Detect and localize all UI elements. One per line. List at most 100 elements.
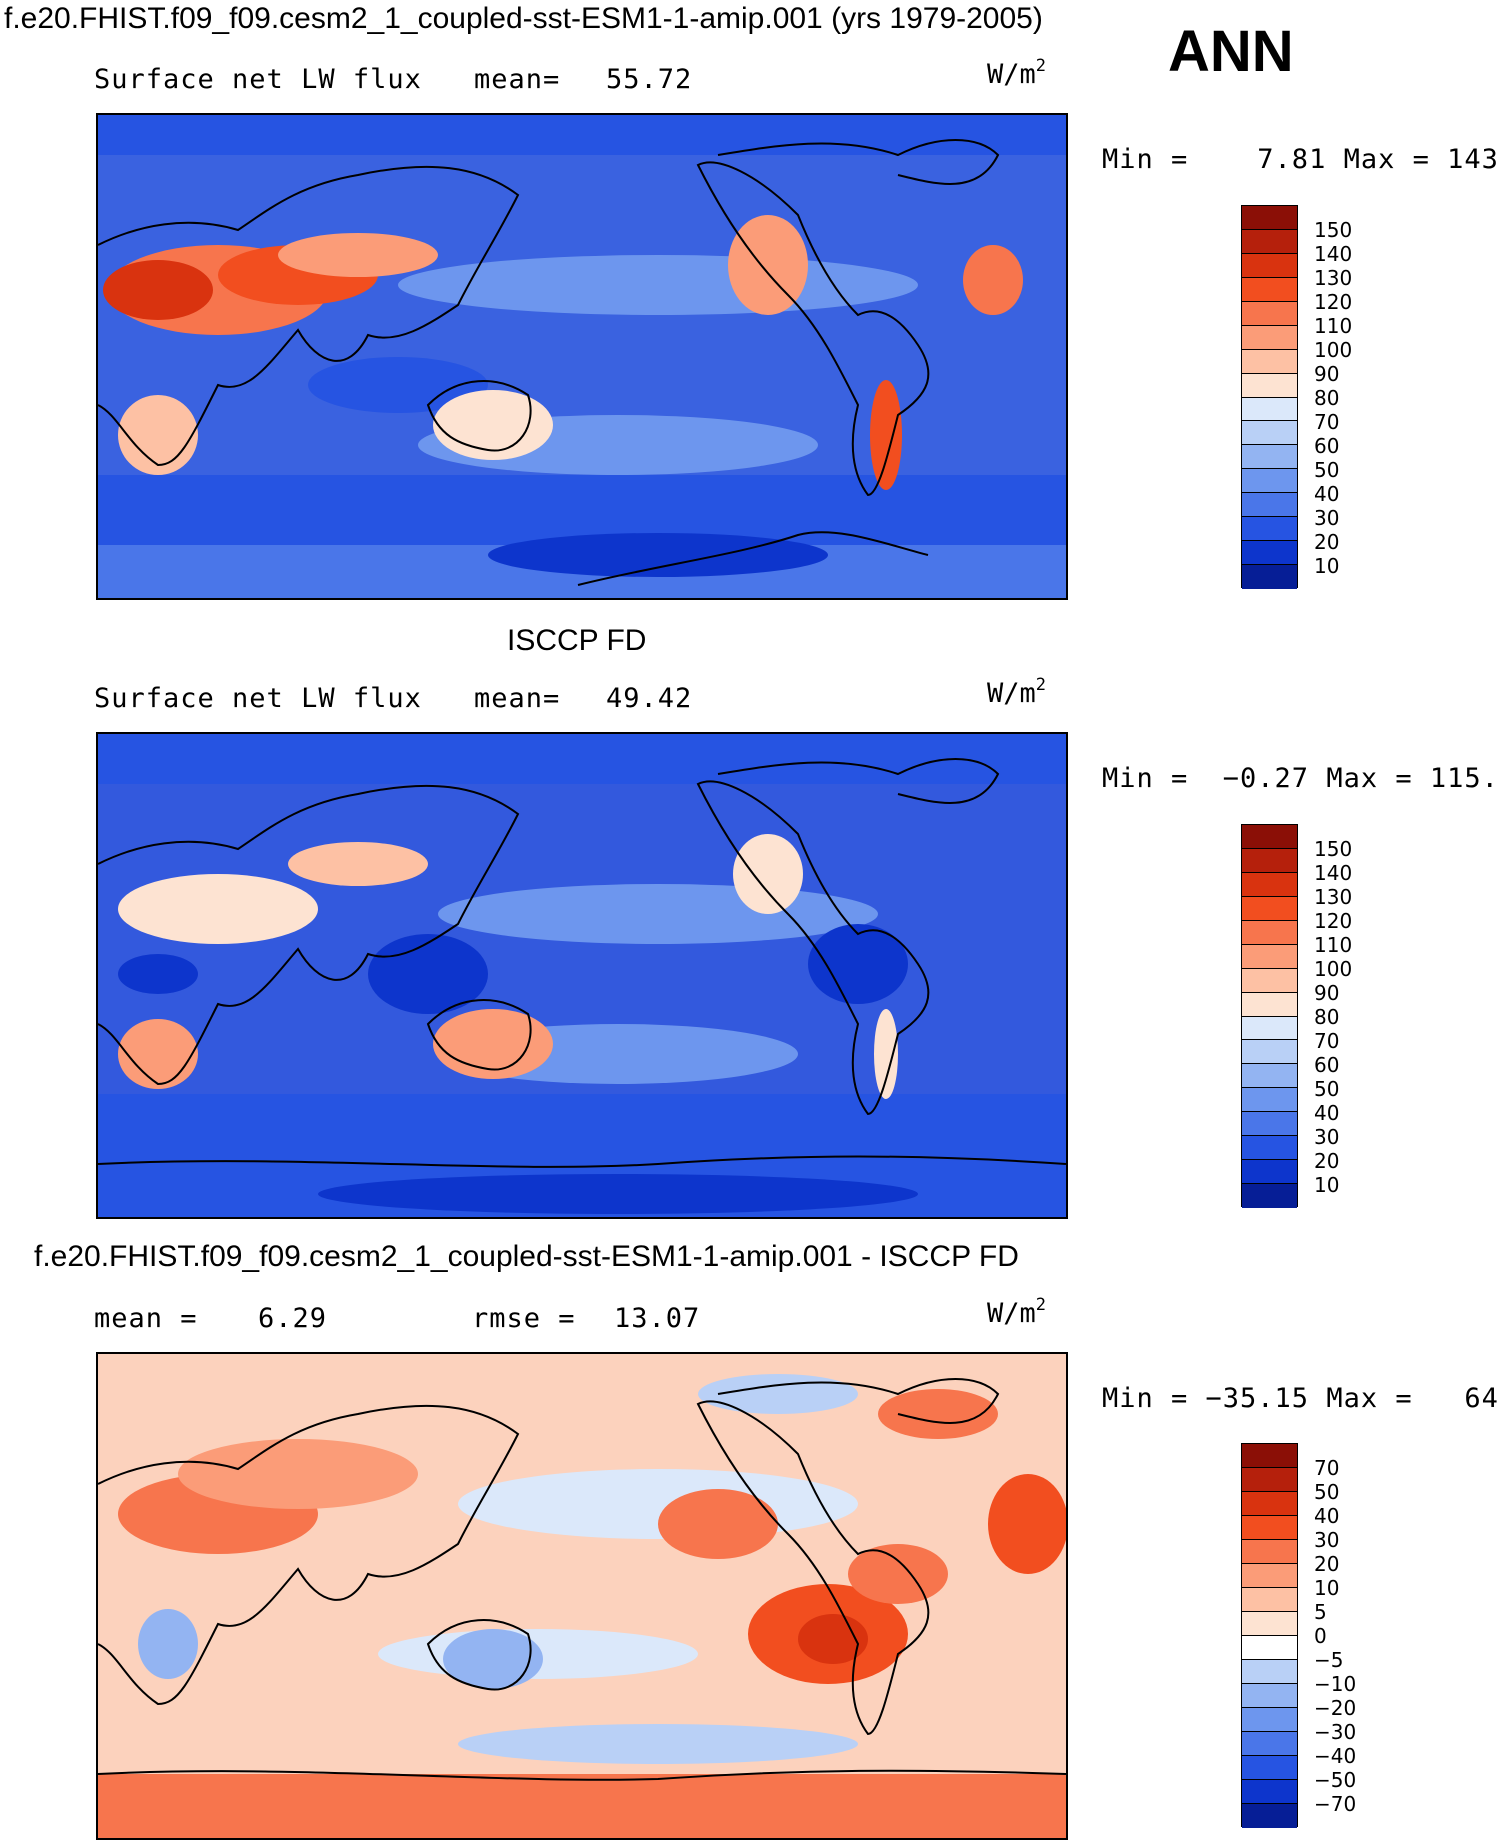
- colorbar-label: 40: [1314, 1101, 1340, 1125]
- colorbar-label: 70: [1314, 410, 1340, 434]
- colorbar-label: 150: [1314, 837, 1353, 861]
- colorbar-swatch: [1242, 872, 1297, 897]
- panel-diff-map: [96, 1352, 1068, 1840]
- colorbar-label: 20: [1314, 1149, 1340, 1173]
- panel-obs-minmax: Min = −0.27 Max = 115.77: [1102, 763, 1499, 794]
- colorbar-label: −40: [1314, 1744, 1357, 1768]
- season-label: ANN: [1168, 19, 1294, 84]
- colorbar-swatch: [1242, 825, 1297, 849]
- colorbar-swatch: [1242, 1804, 1297, 1828]
- colorbar-label: 60: [1314, 1053, 1340, 1077]
- colorbar-swatch: [1242, 541, 1297, 566]
- panel-model-variable: Surface net LW flux: [94, 64, 422, 95]
- colorbar-swatch: [1242, 1684, 1297, 1708]
- page-title: f.e20.FHIST.f09_f09.cesm2_1_coupled-sst-…: [4, 2, 1043, 35]
- colorbar-swatch: [1242, 1016, 1297, 1041]
- colorbar-label: 70: [1314, 1456, 1340, 1480]
- colorbar-swatch: [1242, 1160, 1297, 1185]
- colorbar-label: 50: [1314, 1480, 1340, 1504]
- colorbar-swatch: [1242, 397, 1297, 422]
- colorbar-swatch: [1242, 1540, 1297, 1564]
- colorbar-swatch: [1242, 848, 1297, 873]
- panel-model-units: W/m2: [987, 56, 1047, 90]
- colorbar-swatch: [1242, 1612, 1297, 1636]
- colorbar-label: 10: [1314, 1576, 1340, 1600]
- colorbar-swatch: [1242, 565, 1297, 589]
- panel-diff-colorbar: [1241, 1443, 1298, 1828]
- panel-diff-title: f.e20.FHIST.f09_f09.cesm2_1_coupled-sst-…: [34, 1240, 1019, 1273]
- colorbar-label: 50: [1314, 458, 1340, 482]
- colorbar-swatch: [1242, 1732, 1297, 1756]
- colorbar-swatch: [1242, 229, 1297, 254]
- colorbar-swatch: [1242, 469, 1297, 494]
- colorbar-label: 40: [1314, 482, 1340, 506]
- colorbar-label: 140: [1314, 242, 1353, 266]
- colorbar-swatch: [1242, 301, 1297, 326]
- colorbar-label: 150: [1314, 218, 1353, 242]
- colorbar-swatch: [1242, 1088, 1297, 1113]
- colorbar-swatch: [1242, 253, 1297, 278]
- colorbar-label: 30: [1314, 1125, 1340, 1149]
- panel-obs-colorbar: [1241, 824, 1298, 1208]
- colorbar-label: −30: [1314, 1720, 1357, 1744]
- colorbar-swatch: [1242, 968, 1297, 993]
- colorbar-swatch: [1242, 1588, 1297, 1612]
- panel-diff-mean-value: 6.29: [258, 1303, 328, 1334]
- colorbar-label: 10: [1314, 1173, 1340, 1197]
- colorbar-label: 10: [1314, 554, 1340, 578]
- panel-diff-minmax: Min = −35.15 Max = 64.67: [1102, 1383, 1499, 1414]
- panel-obs-map: [96, 732, 1068, 1219]
- colorbar-label: −10: [1314, 1672, 1357, 1696]
- colorbar-swatch: [1242, 445, 1297, 470]
- colorbar-swatch: [1242, 421, 1297, 446]
- colorbar-swatch: [1242, 1064, 1297, 1089]
- colorbar-label: −20: [1314, 1696, 1357, 1720]
- colorbar-swatch: [1242, 1184, 1297, 1208]
- colorbar-label: 30: [1314, 506, 1340, 530]
- colorbar-label: −70: [1314, 1792, 1357, 1816]
- panel-diff-mean-label: mean =: [94, 1303, 198, 1334]
- colorbar-label: 70: [1314, 1029, 1340, 1053]
- colorbar-swatch: [1242, 1636, 1297, 1660]
- colorbar-swatch: [1242, 493, 1297, 518]
- colorbar-label: −5: [1314, 1648, 1344, 1672]
- panel-obs-title: ISCCP FD: [507, 624, 647, 657]
- colorbar-label: 100: [1314, 957, 1353, 981]
- colorbar-label: 100: [1314, 338, 1353, 362]
- colorbar-label: 130: [1314, 266, 1353, 290]
- panel-model-minmax: Min = 7.81 Max = 143.57: [1102, 144, 1499, 175]
- colorbar-label: 80: [1314, 1005, 1340, 1029]
- panel-obs-variable: Surface net LW flux: [94, 683, 422, 714]
- colorbar-swatch: [1242, 517, 1297, 542]
- colorbar-label: 80: [1314, 386, 1340, 410]
- colorbar-swatch: [1242, 1040, 1297, 1065]
- colorbar-label: 50: [1314, 1077, 1340, 1101]
- colorbar-swatch: [1242, 349, 1297, 374]
- colorbar-swatch: [1242, 325, 1297, 350]
- colorbar-swatch: [1242, 1444, 1297, 1468]
- panel-diff-rmse-label: rmse =: [472, 1303, 576, 1334]
- panel-model-colorbar: [1241, 205, 1298, 589]
- colorbar-swatch: [1242, 920, 1297, 945]
- panel-diff-rmse-value: 13.07: [614, 1303, 701, 1334]
- colorbar-label: 20: [1314, 1552, 1340, 1576]
- colorbar-swatch: [1242, 1780, 1297, 1804]
- colorbar-label: 30: [1314, 1528, 1340, 1552]
- panel-model-map: [96, 113, 1068, 600]
- colorbar-label: 0: [1314, 1624, 1327, 1648]
- colorbar-swatch: [1242, 206, 1297, 230]
- colorbar-label: 140: [1314, 861, 1353, 885]
- colorbar-label: 5: [1314, 1600, 1327, 1624]
- colorbar-label: 120: [1314, 290, 1353, 314]
- colorbar-label: 90: [1314, 362, 1340, 386]
- colorbar-swatch: [1242, 896, 1297, 921]
- colorbar-label: 40: [1314, 1504, 1340, 1528]
- panel-obs-mean-label: mean=: [474, 683, 561, 714]
- colorbar-label: 110: [1314, 933, 1353, 957]
- colorbar-swatch: [1242, 373, 1297, 398]
- colorbar-swatch: [1242, 1468, 1297, 1492]
- colorbar-swatch: [1242, 944, 1297, 969]
- colorbar-swatch: [1242, 1564, 1297, 1588]
- panel-obs-mean-value: 49.42: [606, 683, 693, 714]
- colorbar-label: 130: [1314, 885, 1353, 909]
